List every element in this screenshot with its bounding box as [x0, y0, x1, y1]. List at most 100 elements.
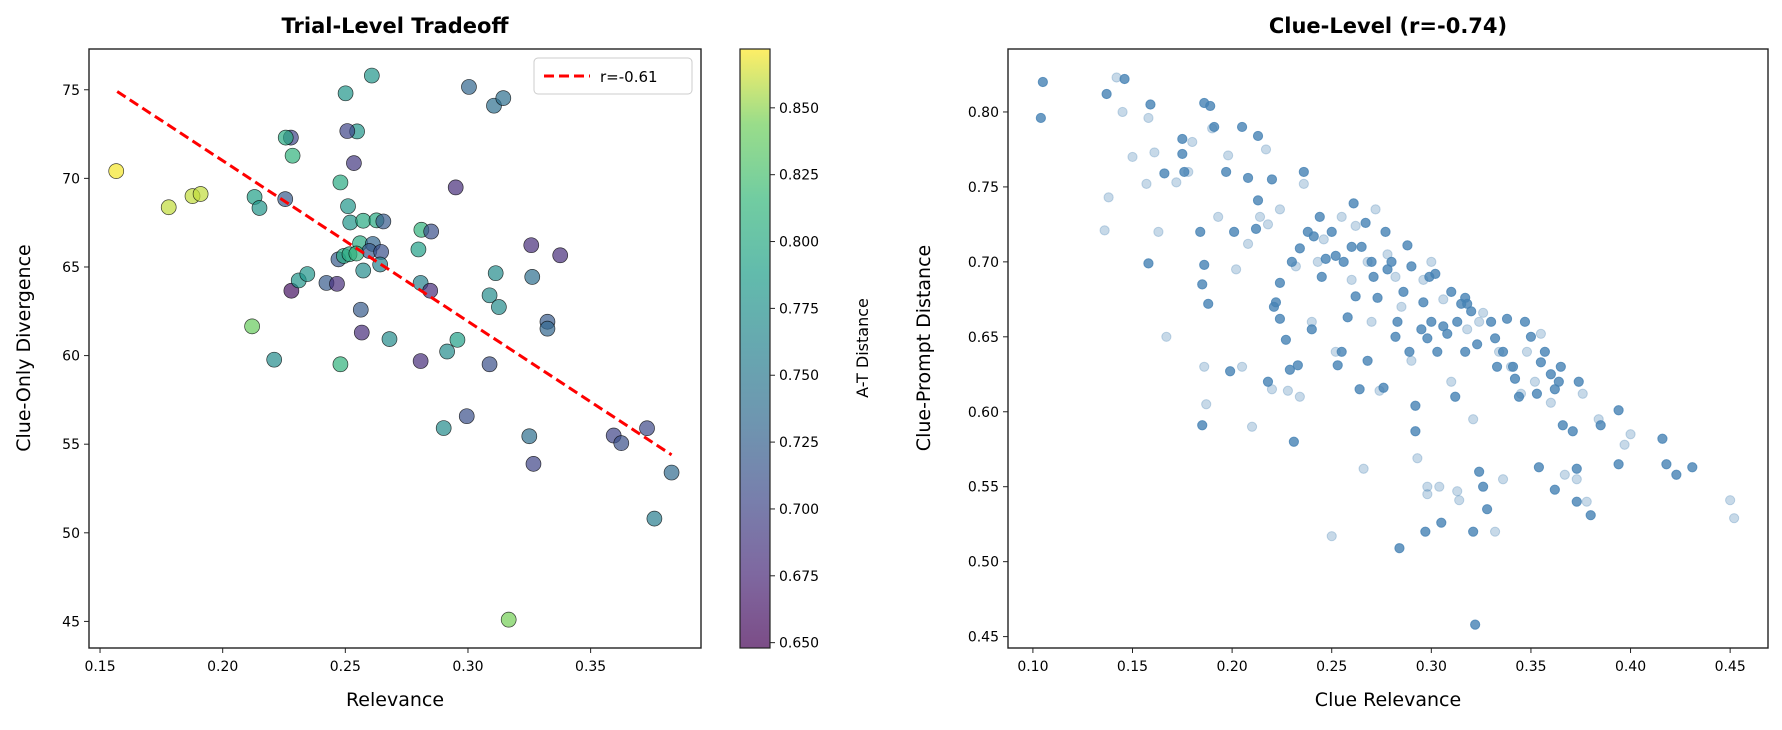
- scatter-point-dark: [1252, 130, 1264, 142]
- scatter-point-dark: [1372, 292, 1383, 303]
- scatter-point-light: [1207, 123, 1218, 134]
- scatter-point-light: [1330, 346, 1341, 357]
- scatter-point: [481, 287, 498, 304]
- left-plot-area: [108, 67, 680, 628]
- scatter-point-light: [1529, 376, 1541, 387]
- scatter-point: [410, 241, 427, 258]
- scatter-point: [539, 320, 556, 337]
- scatter-point-dark: [1225, 366, 1236, 377]
- scatter-point: [613, 435, 630, 451]
- scatter-point-light: [1362, 256, 1373, 267]
- scatter-point-light: [1318, 234, 1329, 245]
- scatter-point-light: [1497, 474, 1509, 485]
- scatter-point: [266, 351, 283, 368]
- scatter-point-dark: [1250, 223, 1262, 234]
- scatter-point-light: [1515, 388, 1527, 399]
- scatter-point-dark: [1298, 166, 1309, 178]
- y-tick-label: 45: [62, 614, 80, 630]
- scatter-point-dark: [1274, 277, 1286, 288]
- scatter-point-dark: [1410, 426, 1421, 437]
- scatter-point-light: [1153, 226, 1164, 237]
- scatter-point-light: [1370, 204, 1381, 215]
- scatter-point-dark: [1472, 339, 1483, 350]
- scatter-point-light: [1422, 489, 1433, 500]
- scatter-point: [355, 212, 372, 229]
- scatter-point-dark: [1378, 382, 1389, 393]
- scatter-point-dark: [1366, 256, 1377, 267]
- scatter-point-dark: [1203, 298, 1214, 309]
- scatter-point-dark: [1513, 391, 1525, 402]
- left-axes-frame: [88, 48, 702, 649]
- colorbar-label: A-T Distance: [853, 298, 872, 398]
- y-tick-label: 0.60: [968, 405, 999, 421]
- scatter-point-dark: [1197, 279, 1208, 290]
- right-plot-area: [1035, 72, 1740, 630]
- scatter-point-dark: [1422, 333, 1433, 344]
- scatter-point-light: [1346, 274, 1357, 285]
- scatter-point-light: [1141, 178, 1152, 190]
- x-tick-label: 0.10: [1017, 659, 1048, 675]
- x-tick-label: 0.45: [1715, 659, 1746, 675]
- scatter-point-dark: [1418, 297, 1429, 308]
- scatter-point: [458, 408, 475, 425]
- scatter-point-dark: [1242, 172, 1254, 184]
- scatter-point-dark: [1661, 459, 1672, 470]
- scatter-point-dark: [1236, 121, 1248, 133]
- scatter-point-dark: [1308, 231, 1319, 242]
- scatter-point-dark: [1525, 331, 1537, 342]
- scatter-point-dark: [1314, 211, 1325, 222]
- scatter-point-dark: [1557, 420, 1568, 431]
- scatter-point: [352, 301, 369, 318]
- scatter-point-dark: [1491, 361, 1503, 372]
- scatter-point-dark: [1489, 333, 1501, 344]
- scatter-point-light: [1223, 150, 1234, 161]
- colorbar-tick-label: 0.725: [779, 435, 819, 451]
- scatter-point-dark: [1442, 328, 1453, 339]
- scatter-point-dark: [1482, 504, 1493, 515]
- scatter-point-dark: [1497, 346, 1509, 357]
- scatter-point: [192, 186, 209, 202]
- y-tick-label: 0.75: [968, 180, 999, 196]
- scatter-point-dark: [1294, 243, 1305, 254]
- scatter-point-light: [1099, 225, 1110, 236]
- scatter-point-dark: [1280, 334, 1292, 345]
- scatter-point-light: [1412, 453, 1423, 464]
- colorbar-gradient: [739, 48, 771, 649]
- scatter-point: [435, 420, 452, 436]
- scatter-point-light: [1246, 421, 1258, 432]
- scatter-point-light: [1462, 324, 1473, 335]
- scatter-point: [299, 266, 316, 282]
- scatter-point-light: [1493, 346, 1505, 357]
- scatter-point-dark: [1262, 376, 1274, 387]
- legend: r=-0.61: [533, 57, 693, 95]
- scatter-point: [423, 223, 440, 240]
- scatter-point: [552, 247, 569, 264]
- scatter-point-dark: [1573, 376, 1584, 387]
- scatter-point-dark: [1394, 543, 1405, 554]
- scatter-point: [663, 464, 680, 481]
- y-tick-label: 75: [62, 83, 80, 99]
- scatter-point: [381, 331, 398, 347]
- scatter-point: [363, 67, 380, 84]
- y-tick-label: 0.80: [968, 105, 999, 121]
- colorbar-tick-label: 0.800: [779, 235, 819, 251]
- scatter-point-dark: [1354, 384, 1365, 395]
- scatter-point: [646, 510, 663, 527]
- scatter-point-dark: [1284, 364, 1295, 375]
- scatter-point-light: [1103, 192, 1114, 203]
- scatter-point-dark: [1286, 256, 1297, 267]
- scatter-point-dark: [1119, 73, 1130, 85]
- scatter-point-dark: [1470, 619, 1481, 630]
- scatter-point-dark: [1446, 286, 1457, 297]
- scatter-point-dark: [1474, 466, 1485, 477]
- x-tick-label: 0.15: [1117, 659, 1148, 675]
- scatter-point-dark: [1179, 166, 1190, 178]
- scatter-point-dark: [1452, 316, 1463, 327]
- x-tick-label: 0.40: [1615, 659, 1646, 675]
- scatter-point-light: [1434, 481, 1445, 492]
- scatter-point-dark: [1432, 346, 1443, 357]
- scatter-point-dark: [1209, 121, 1220, 133]
- scatter-point-dark: [1426, 316, 1437, 327]
- scatter-point-light: [1201, 399, 1212, 410]
